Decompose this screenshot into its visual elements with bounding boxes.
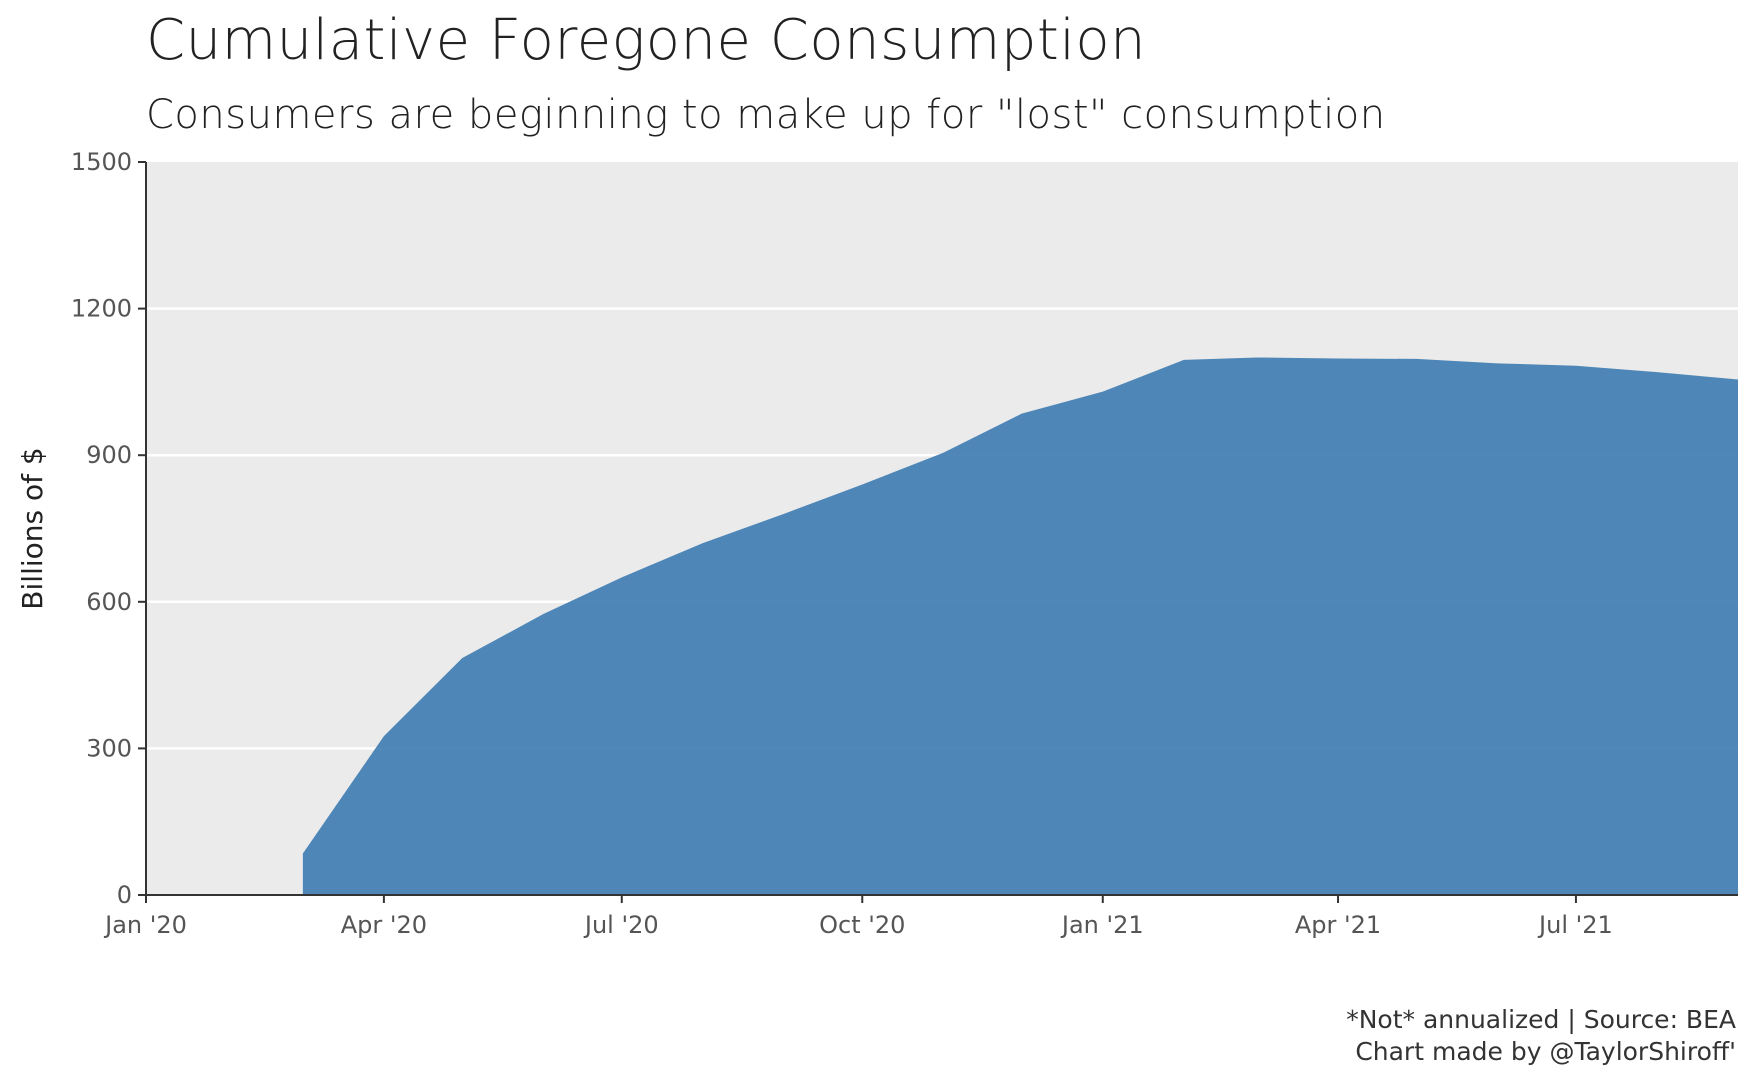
x-tick-label: Jan '21 [1060,911,1144,939]
axes [138,161,1738,903]
y-tick-label: 300 [86,734,132,762]
chart-subtitle: Consumers are beginning to make up for "… [146,92,1386,138]
x-tick-label: Apr '21 [1295,911,1381,939]
area-series [302,357,1738,895]
x-tick-label: Oct '20 [819,911,905,939]
x-tick-label: Apr '20 [341,911,427,939]
caption-credit: Chart made by @TaylorShiroff' [1355,1037,1736,1066]
caption-source: *Not* annualized | Source: BEA [1346,1005,1736,1034]
x-tick-label: Jan '20 [103,911,187,939]
y-tick-label: 900 [86,441,132,469]
x-tick-label: Jul '21 [1537,911,1613,939]
y-tick-label: 600 [86,588,132,616]
chart-title: Cumulative Foregone Consumption [146,8,1147,73]
y-tick-label: 0 [117,881,132,909]
tick-labels: 0 300 600 900 1200 1500 Jan '20 Apr '20 Jul '20 O… [71,148,1613,939]
area-layer [302,357,1738,895]
y-tick-label: 1200 [71,295,132,323]
y-tick-label: 1500 [71,148,132,176]
chart-caption: *Not* annualized | Source: BEA Chart mad… [1346,1004,1736,1068]
x-tick-label: Jul '20 [583,911,659,939]
y-axis-title: Billions of $ [16,447,49,609]
